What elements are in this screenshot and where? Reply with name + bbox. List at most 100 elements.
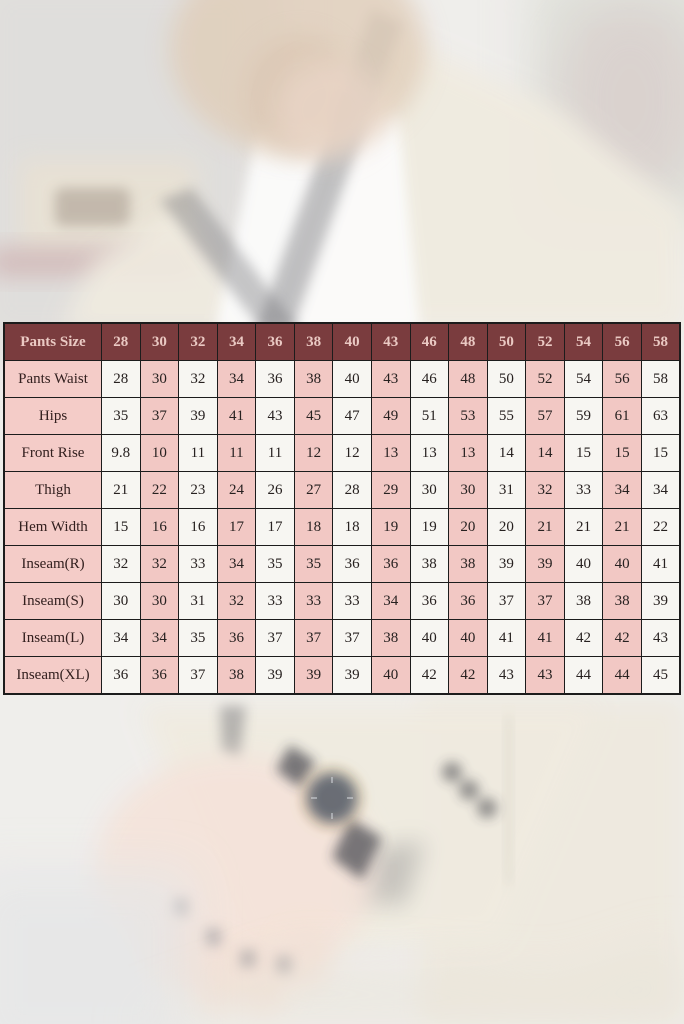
- size-value-cell: 37: [293, 619, 334, 657]
- size-value-cell: 44: [602, 656, 642, 695]
- size-value-cell: 63: [640, 397, 681, 435]
- size-value-cell: 12: [293, 434, 334, 472]
- table-row: Hem Width 15 16 16 17 17 18 18 19 19 20 20 21 21 21 22: [3, 508, 681, 546]
- size-value-cell: 42: [409, 656, 450, 695]
- size-value-cell: 36: [101, 656, 141, 695]
- size-value-cell: 32: [178, 360, 218, 398]
- size-value-cell: 24: [216, 471, 257, 509]
- size-value-cell: 14: [525, 434, 565, 472]
- row-label-cell: Inseam(R): [3, 545, 102, 583]
- size-value-cell: 21: [101, 471, 141, 509]
- size-value-cell: 39: [486, 545, 527, 583]
- header-size-cell: 58: [640, 322, 681, 361]
- size-value-cell: 43: [486, 656, 527, 695]
- size-value-cell: 18: [293, 508, 334, 546]
- size-value-cell: 45: [293, 397, 334, 435]
- size-value-cell: 51: [409, 397, 450, 435]
- size-value-cell: 45: [640, 656, 681, 695]
- size-value-cell: 26: [255, 471, 295, 509]
- size-value-cell: 19: [370, 508, 411, 546]
- size-value-cell: 33: [332, 582, 372, 620]
- size-value-cell: 42: [448, 656, 488, 695]
- size-value-cell: 42: [602, 619, 642, 657]
- row-label-cell: Thigh: [3, 471, 102, 509]
- header-size-cell: 38: [293, 322, 334, 361]
- table-row: Thigh 21 22 23 24 26 27 28 29 30 30 31 32 33 34 34: [3, 471, 681, 509]
- header-size-cell: 48: [448, 322, 488, 361]
- bg-suit-left: [60, 205, 260, 330]
- size-value-cell: 39: [178, 397, 218, 435]
- size-value-cell: 35: [178, 619, 218, 657]
- size-value-cell: 36: [409, 582, 450, 620]
- size-value-cell: 17: [216, 508, 257, 546]
- row-label-cell: Front Rise: [3, 434, 102, 472]
- row-label-cell: Inseam(S): [3, 582, 102, 620]
- size-value-cell: 33: [563, 471, 604, 509]
- size-value-cell: 13: [409, 434, 450, 472]
- size-value-cell: 38: [563, 582, 604, 620]
- size-value-cell: 36: [370, 545, 411, 583]
- size-value-cell: 36: [332, 545, 372, 583]
- size-value-cell: 12: [332, 434, 372, 472]
- size-value-cell: 28: [101, 360, 141, 398]
- size-value-cell: 34: [216, 360, 257, 398]
- bg-sign-logo: [55, 188, 130, 226]
- header-size-cell: 40: [332, 322, 372, 361]
- size-value-cell: 28: [332, 471, 372, 509]
- size-value-cell: 39: [293, 656, 334, 695]
- size-value-cell: 11: [216, 434, 257, 472]
- size-value-cell: 30: [139, 582, 180, 620]
- size-value-cell: 9.8: [101, 434, 141, 472]
- size-value-cell: 20: [486, 508, 527, 546]
- size-value-cell: 46: [409, 360, 450, 398]
- size-value-cell: 33: [178, 545, 218, 583]
- size-value-cell: 30: [409, 471, 450, 509]
- size-value-cell: 40: [409, 619, 450, 657]
- size-value-cell: 55: [486, 397, 527, 435]
- size-value-cell: 48: [448, 360, 488, 398]
- size-value-cell: 40: [563, 545, 604, 583]
- header-size-cell: 56: [602, 322, 642, 361]
- size-value-cell: 38: [370, 619, 411, 657]
- size-value-cell: 29: [370, 471, 411, 509]
- size-value-cell: 59: [563, 397, 604, 435]
- size-value-cell: 38: [448, 545, 488, 583]
- size-value-cell: 13: [448, 434, 488, 472]
- size-value-cell: 40: [448, 619, 488, 657]
- size-value-cell: 41: [525, 619, 565, 657]
- table-row: Hips 35 37 39 41 43 45 47 49 51 53 55 57 59 61 63: [3, 397, 681, 435]
- header-label-cell: Pants Size: [3, 322, 102, 361]
- bg-gray-bottom-left: [0, 870, 190, 1024]
- size-value-cell: 41: [486, 619, 527, 657]
- size-value-cell: 39: [332, 656, 372, 695]
- size-value-cell: 38: [293, 360, 334, 398]
- bg-watch: [276, 745, 382, 880]
- size-value-cell: 38: [602, 582, 642, 620]
- size-value-cell: 50: [486, 360, 527, 398]
- size-value-cell: 43: [255, 397, 295, 435]
- bg-pants: [120, 940, 684, 1024]
- size-value-cell: 33: [293, 582, 334, 620]
- row-label-cell: Inseam(L): [3, 619, 102, 657]
- size-value-cell: 15: [101, 508, 141, 546]
- size-value-cell: 40: [332, 360, 372, 398]
- header-size-cell: 30: [139, 322, 180, 361]
- table-body: Pants Waist 28 30 32 34 36 38 40 43 46 48 50 52 54 56 5…: [3, 360, 681, 695]
- size-value-cell: 35: [293, 545, 334, 583]
- size-value-cell: 36: [216, 619, 257, 657]
- size-value-cell: 27: [293, 471, 334, 509]
- size-value-cell: 57: [525, 397, 565, 435]
- size-value-cell: 34: [640, 471, 681, 509]
- header-size-cell: 34: [216, 322, 257, 361]
- size-value-cell: 32: [525, 471, 565, 509]
- header-size-cell: 54: [563, 322, 604, 361]
- size-value-cell: 22: [139, 471, 180, 509]
- size-value-cell: 37: [255, 619, 295, 657]
- size-value-cell: 37: [486, 582, 527, 620]
- size-value-cell: 10: [139, 434, 180, 472]
- size-value-cell: 32: [216, 582, 257, 620]
- size-value-cell: 56: [602, 360, 642, 398]
- size-value-cell: 11: [255, 434, 295, 472]
- size-value-cell: 14: [486, 434, 527, 472]
- size-value-cell: 15: [640, 434, 681, 472]
